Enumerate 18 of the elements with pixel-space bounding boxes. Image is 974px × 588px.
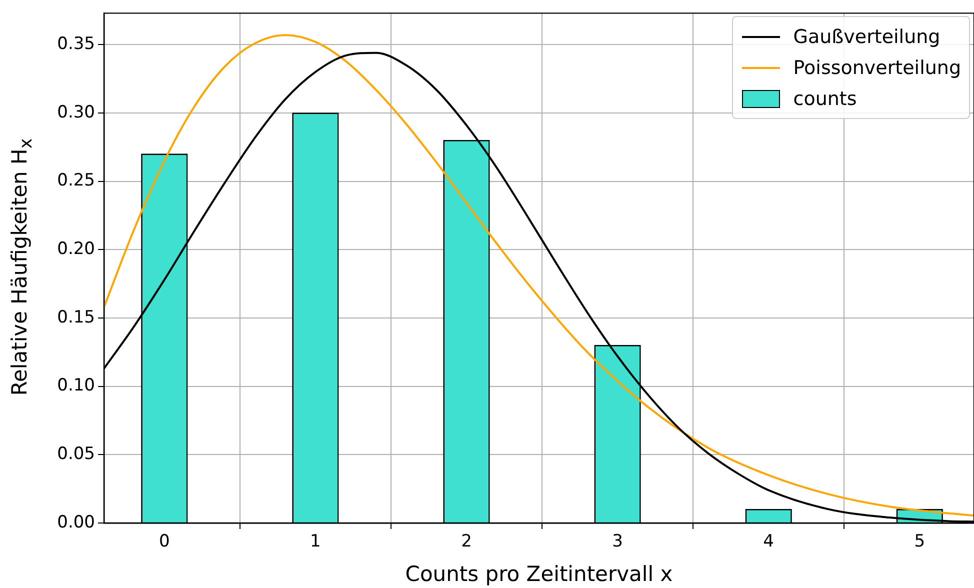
x-tick-label: 4 [763, 532, 774, 552]
x-tick-label: 0 [159, 532, 170, 552]
y-tick-label: 0.20 [57, 239, 95, 260]
legend-label: Poissonverteilung [793, 56, 961, 78]
y-tick-label: 0.00 [57, 512, 95, 532]
y-tick-label: 0.15 [57, 307, 95, 328]
x-tick-label: 5 [914, 532, 926, 552]
x-tick-label: 1 [310, 532, 321, 552]
x-axis-title: Counts pro Zeitintervall x [404, 562, 674, 586]
y-tick-label: 0.10 [57, 376, 95, 396]
y-tick-label: 0.05 [57, 444, 95, 464]
legend-label: counts [793, 88, 857, 110]
y-tick-label: 0.25 [57, 170, 95, 191]
legend-label: Gaußverteilung [793, 26, 940, 48]
y-tick-label: 0.35 [57, 34, 95, 54]
x-tick-label: 2 [461, 532, 472, 552]
x-tick-label: 3 [612, 532, 623, 552]
y-tick-label: 0.30 [57, 102, 95, 122]
